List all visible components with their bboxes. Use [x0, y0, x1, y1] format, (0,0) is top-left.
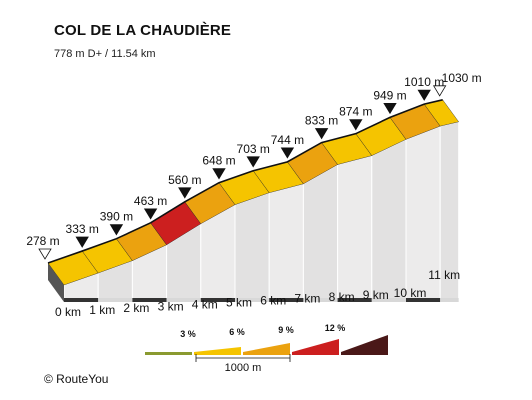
- side-face-segment: [371, 138, 407, 303]
- base-km-band: [371, 298, 406, 302]
- altitude-label: 333 m: [66, 222, 99, 236]
- km-label: 3 km: [158, 299, 184, 313]
- legend-grade-label: 9 %: [278, 325, 294, 335]
- legend-grade-swatch: [292, 339, 339, 355]
- altitude-label: 390 m: [100, 210, 133, 224]
- legend-grade-swatch: [145, 352, 192, 355]
- altitude-marker: [314, 128, 329, 140]
- altitude-endpoint-marker: [432, 85, 447, 97]
- km-label: 5 km: [226, 296, 252, 310]
- altitude-label: 874 m: [339, 105, 372, 119]
- base-km-band: [406, 298, 441, 302]
- altitude-marker: [109, 224, 124, 236]
- chart-title: COL DE LA CHAUDIÈRE: [54, 22, 232, 39]
- base-km-band: [166, 298, 201, 302]
- side-face-segment: [337, 155, 373, 303]
- altitude-label: 1030 m: [442, 71, 482, 85]
- km-label: 10 km: [394, 286, 427, 300]
- km-labels: 0 km 1 km 2 km 3 km 4 km 5 km 6 km 7 km 8 km 9 km…: [55, 268, 460, 319]
- side-face-segment: [268, 183, 304, 303]
- altitude-marker: [143, 208, 158, 220]
- legend-grade-label: 3 %: [180, 329, 196, 339]
- km-label: 6 km: [260, 294, 286, 308]
- legend-grade-label: 6 %: [229, 327, 245, 337]
- base-km-band: [200, 298, 235, 302]
- altitude-marker: [178, 187, 192, 199]
- altitude-label: 463 m: [134, 194, 167, 208]
- altitude-marker: [75, 236, 89, 248]
- base-km-band: [235, 298, 270, 302]
- altitude-marker: [417, 89, 431, 101]
- km-label: 4 km: [192, 297, 218, 311]
- altitude-label: 703 m: [237, 142, 270, 156]
- altitude-marker: [349, 119, 363, 131]
- legend-grade-swatch: [194, 347, 241, 355]
- copyright-text: © RouteYou: [44, 372, 109, 386]
- km-label: 11 km: [428, 268, 460, 282]
- altitude-endpoint-marker: [38, 248, 52, 260]
- km-label: 1 km: [89, 303, 115, 317]
- profile-side-faces: [48, 121, 460, 303]
- grade-legend: 3 % 6 % 9 % 12 % 1000 m: [145, 323, 388, 374]
- base-km-band: [132, 298, 167, 302]
- base-km-band: [303, 298, 338, 302]
- legend-grade-swatch: [243, 343, 290, 355]
- altitude-label: 648 m: [202, 154, 235, 168]
- altitude-marker: [212, 168, 226, 180]
- altitude-label: 744 m: [271, 133, 304, 147]
- side-face-segment: [234, 192, 270, 303]
- base-km-band: [337, 298, 372, 302]
- base-km-band: [64, 298, 99, 302]
- legend-grade-swatch: [341, 335, 388, 355]
- profile-top-bands: [47, 99, 460, 286]
- altitude-marker: [383, 102, 397, 115]
- km-label: 0 km: [55, 305, 81, 319]
- altitude-marker: [280, 147, 295, 159]
- chart-subtitle: 778 m D+ / 11.54 km: [54, 48, 156, 60]
- altitude-label: 560 m: [168, 173, 201, 187]
- legend-scale-label: 1000 m: [225, 362, 262, 374]
- km-label: 7 km: [294, 292, 320, 306]
- base-km-band: [440, 298, 459, 302]
- km-label: 8 km: [329, 290, 355, 304]
- base-km-band: [269, 298, 304, 302]
- profile-left-cap: [48, 263, 64, 302]
- profile-ridge-line: [47, 99, 443, 264]
- profile-base: [64, 298, 459, 302]
- altitude-label: 949 m: [373, 88, 406, 102]
- altitude-label: 278 m: [26, 234, 59, 248]
- km-label: 2 km: [123, 301, 149, 315]
- altitude-marker: [246, 156, 260, 168]
- side-face-segment: [302, 163, 339, 303]
- base-km-band: [98, 298, 133, 302]
- altitude-label: 833 m: [305, 114, 338, 128]
- legend-grade-label: 12 %: [325, 323, 346, 333]
- km-label: 9 km: [363, 288, 389, 302]
